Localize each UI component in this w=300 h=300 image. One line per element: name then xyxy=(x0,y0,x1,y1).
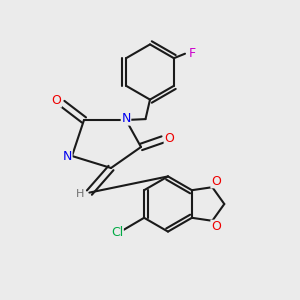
Text: O: O xyxy=(164,131,174,145)
Text: H: H xyxy=(76,189,85,199)
Text: H: H xyxy=(61,151,69,161)
Text: N: N xyxy=(121,112,131,125)
Text: O: O xyxy=(211,175,221,188)
Text: F: F xyxy=(188,47,196,60)
Text: N: N xyxy=(63,149,72,163)
Text: O: O xyxy=(211,220,221,233)
Text: Cl: Cl xyxy=(111,226,123,239)
Text: O: O xyxy=(52,94,61,107)
